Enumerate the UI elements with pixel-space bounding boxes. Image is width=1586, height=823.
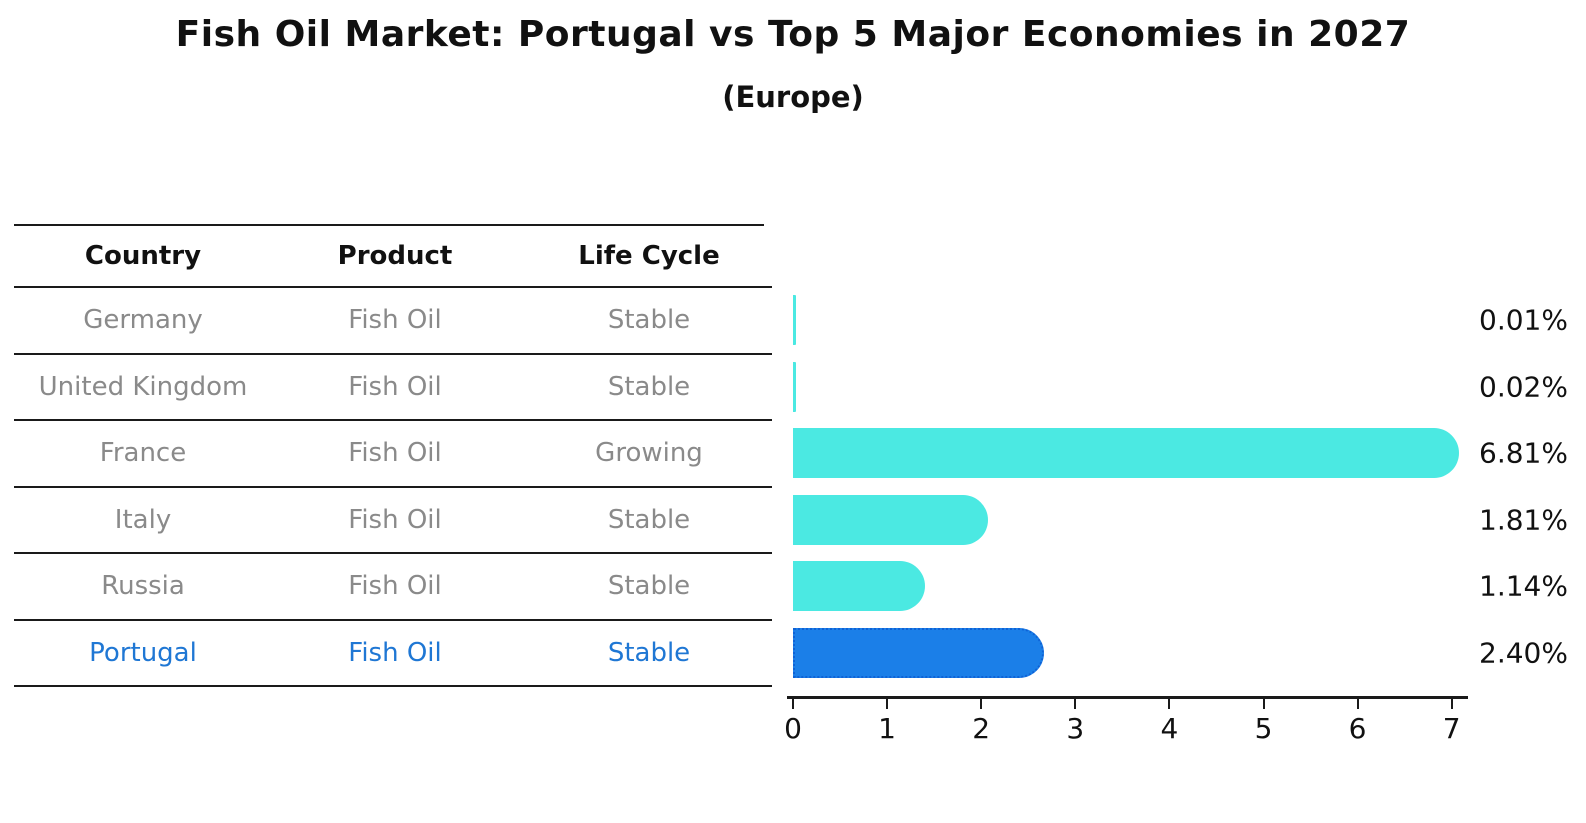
table-row-rule xyxy=(14,552,764,554)
table-cell-row2-col3: Stable xyxy=(607,371,691,402)
table-cell-row3-col2: Fish Oil xyxy=(348,438,442,469)
x-axis-tick-label: 3 xyxy=(1066,712,1085,745)
table-cell-row1-col1: Germany xyxy=(83,305,203,336)
x-axis-tick xyxy=(1356,699,1359,709)
table-cell-row1-col2: Fish Oil xyxy=(348,305,442,336)
chart-title: Fish Oil Market: Portugal vs Top 5 Major… xyxy=(175,14,1411,55)
y-axis-tick xyxy=(754,685,772,687)
table-cell-row6-col3: Stable xyxy=(607,637,691,668)
bar-value-label: 1.81% xyxy=(1479,503,1568,537)
bar-france xyxy=(793,428,1459,479)
bar-highlight-portugal xyxy=(793,627,1044,678)
x-axis-tick-label: 1 xyxy=(878,712,897,745)
y-axis-tick xyxy=(754,419,772,421)
table-header-product: Product xyxy=(337,240,453,271)
x-axis-tick xyxy=(792,699,794,709)
bar-united-kingdom xyxy=(793,361,796,412)
x-axis-tick xyxy=(886,699,889,709)
x-axis-tick xyxy=(1168,699,1171,709)
x-axis-line xyxy=(787,696,1468,699)
table-cell-row4-col2: Fish Oil xyxy=(348,504,442,535)
table-header-rule xyxy=(14,286,764,288)
table-cell-row5-col2: Fish Oil xyxy=(348,571,442,602)
table-row-rule xyxy=(14,618,764,621)
bar-value-label: 0.01% xyxy=(1479,303,1568,337)
x-axis-tick xyxy=(1262,699,1265,709)
table-row-rule xyxy=(14,685,764,687)
table-header-life-cycle: Life Cycle xyxy=(578,240,720,271)
y-axis-tick xyxy=(754,618,772,621)
table-cell-row2-col1: United Kingdom xyxy=(38,371,248,402)
bar-germany xyxy=(793,295,796,346)
table-cell-row1-col3: Stable xyxy=(607,305,691,336)
x-axis-tick-label: 7 xyxy=(1442,712,1461,745)
x-axis-tick xyxy=(1074,699,1077,709)
bar-value-label: 2.40% xyxy=(1479,636,1568,670)
bar-russia xyxy=(793,561,926,612)
table-header-country: Country xyxy=(84,240,202,271)
table-cell-row3-col1: France xyxy=(99,438,187,469)
bar-value-label: 1.14% xyxy=(1479,569,1568,603)
x-axis-tick xyxy=(980,699,983,709)
bar-value-label: 6.81% xyxy=(1479,436,1568,470)
x-axis-tick xyxy=(1450,699,1453,709)
table-cell-row6-col2: Fish Oil xyxy=(348,637,442,668)
chart-subtitle: (Europe) xyxy=(722,80,864,114)
table-top-rule xyxy=(14,224,764,226)
table-cell-row6-col1: Portugal xyxy=(89,637,197,668)
table-cell-row3-col3: Growing xyxy=(595,438,703,469)
x-axis-tick-label: 0 xyxy=(784,712,802,745)
table-row-rule xyxy=(14,485,764,488)
table-cell-row5-col3: Stable xyxy=(607,571,691,602)
x-axis-tick-label: 5 xyxy=(1254,712,1273,745)
table-cell-row4-col1: Italy xyxy=(114,504,172,535)
table-cell-row2-col2: Fish Oil xyxy=(348,371,442,402)
y-axis-tick xyxy=(754,485,772,488)
y-axis-tick xyxy=(754,352,772,355)
table-row-rule xyxy=(14,419,764,421)
table-row-rule xyxy=(14,352,764,355)
bar-italy xyxy=(793,494,989,545)
table-cell-row5-col1: Russia xyxy=(101,571,185,602)
y-axis-tick xyxy=(754,552,772,554)
x-axis-tick-label: 2 xyxy=(972,712,991,745)
y-axis-tick xyxy=(754,286,772,288)
x-axis-tick-label: 6 xyxy=(1348,712,1367,745)
x-axis-tick-label: 4 xyxy=(1160,712,1179,745)
table-cell-row4-col3: Stable xyxy=(607,504,691,535)
bar-value-label: 0.02% xyxy=(1479,370,1568,404)
